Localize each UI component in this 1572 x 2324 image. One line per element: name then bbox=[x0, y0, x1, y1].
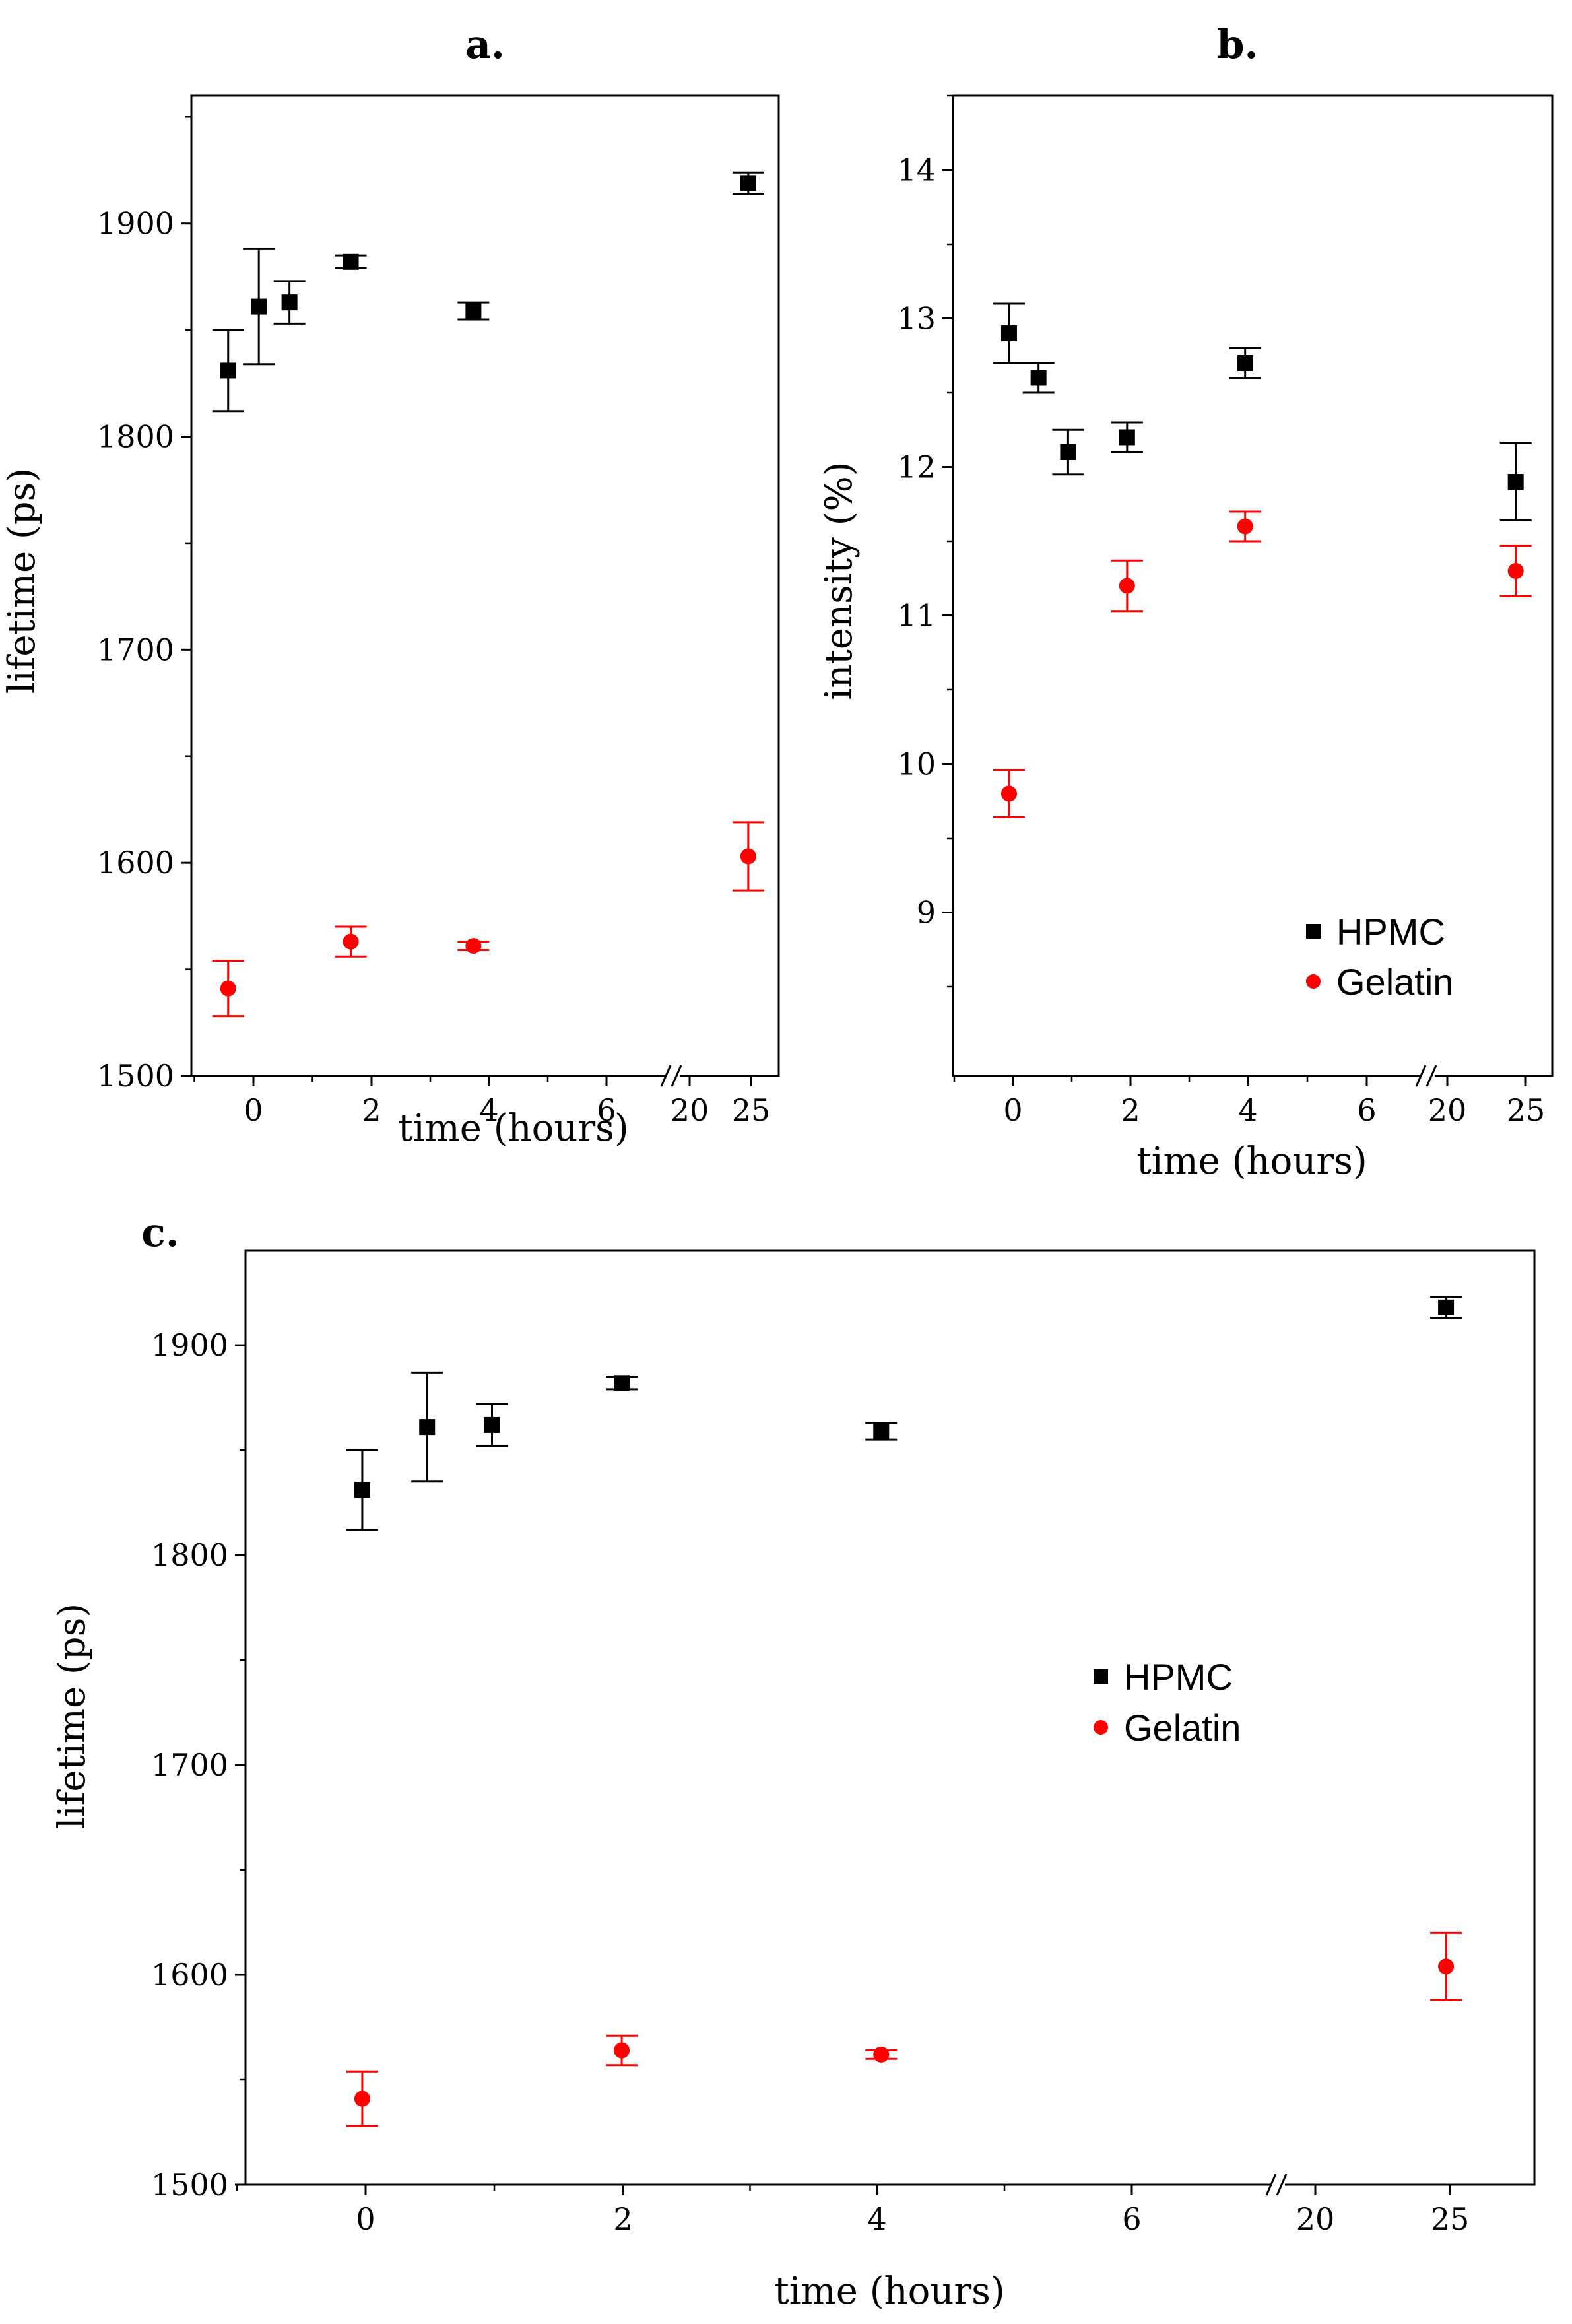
y-tick-label: 1800 bbox=[151, 1537, 228, 1573]
x-tick-label: 6 bbox=[1357, 1092, 1376, 1128]
data-point-gelatin bbox=[343, 933, 359, 950]
data-point-hpmc bbox=[1000, 325, 1017, 341]
legend-label-gelatin: Gelatin bbox=[1336, 961, 1453, 1003]
x-tick-label: 2 bbox=[1121, 1092, 1140, 1128]
y-tick-label: 1900 bbox=[97, 206, 174, 242]
data-point-hpmc bbox=[484, 1416, 500, 1433]
y-tick-label: 1800 bbox=[97, 419, 174, 455]
axis-break-slash bbox=[660, 1065, 672, 1087]
panel-c: c. 1500 1600 1700 1800 1900 0 2 4 6 20 25 time (hour… bbox=[51, 1210, 1536, 2313]
legend-label-hpmc: HPMC bbox=[1336, 911, 1445, 952]
x-tick-label: 2 bbox=[613, 2201, 632, 2237]
y-tick-label: 1500 bbox=[97, 1058, 174, 1094]
data-point-hpmc bbox=[251, 298, 267, 315]
x-tick-label: 4 bbox=[867, 2201, 886, 2237]
y-tick-label: 1700 bbox=[97, 632, 174, 667]
data-point-gelatin bbox=[1237, 518, 1253, 535]
y-axis-label: lifetime (ps) bbox=[1, 468, 44, 694]
data-point-gelatin bbox=[1507, 563, 1524, 579]
y-tick-label: 11 bbox=[897, 598, 936, 634]
legend-marker-gelatin bbox=[1306, 974, 1321, 989]
data-point-hpmc bbox=[1438, 1299, 1455, 1315]
data-point-gelatin bbox=[465, 938, 482, 954]
y-tick-label: 10 bbox=[897, 747, 936, 782]
data-point-hpmc bbox=[281, 294, 298, 311]
x-axis-label: time (hours) bbox=[398, 1107, 629, 1150]
x-tick-label: 25 bbox=[1507, 1092, 1546, 1128]
axis-break-slash bbox=[1425, 1065, 1437, 1087]
data-point-hpmc bbox=[873, 1423, 890, 1440]
x-axis-label: time (hours) bbox=[1136, 1140, 1367, 1183]
y-tick-label: 9 bbox=[917, 895, 936, 931]
data-point-hpmc bbox=[1237, 355, 1253, 371]
x-tick-label: 6 bbox=[1122, 2201, 1141, 2237]
panel-title: b. bbox=[1217, 22, 1259, 68]
data-point-gelatin bbox=[1000, 785, 1017, 802]
data-point-hpmc bbox=[343, 253, 359, 270]
x-tick-label: 6 bbox=[597, 1092, 616, 1128]
x-tick-label: 4 bbox=[479, 1092, 498, 1128]
plot-frame bbox=[952, 94, 1554, 1077]
data-point-hpmc bbox=[220, 362, 236, 379]
data-point-gelatin bbox=[740, 848, 756, 865]
x-tick-label: 20 bbox=[671, 1092, 709, 1128]
y-tick-label: 12 bbox=[897, 449, 936, 485]
plot-frame bbox=[244, 1249, 1536, 2186]
panel-a: a. 1500 1600 1700 1800 1900 0 2 4 6 20 25 time (hour… bbox=[1, 22, 780, 1150]
data-point-gelatin bbox=[1119, 578, 1135, 594]
data-point-hpmc bbox=[1119, 429, 1135, 446]
legend-marker-hpmc bbox=[1094, 1669, 1108, 1684]
x-tick-label: 20 bbox=[1428, 1092, 1467, 1128]
axis-break-slash bbox=[671, 1065, 682, 1087]
axis-break-slash bbox=[1415, 1065, 1427, 1087]
data-point-hpmc bbox=[419, 1419, 436, 1436]
data-point-gelatin bbox=[220, 980, 236, 997]
panel-title: c. bbox=[141, 1210, 179, 1256]
data-point-hpmc bbox=[1507, 474, 1524, 490]
y-tick-label: 1900 bbox=[151, 1327, 228, 1363]
y-tick-label: 1600 bbox=[97, 845, 174, 880]
legend-label-hpmc: HPMC bbox=[1124, 1656, 1233, 1698]
x-tick-label: 0 bbox=[356, 2201, 375, 2237]
x-tick-label: 0 bbox=[1003, 1092, 1022, 1128]
x-tick-label: 2 bbox=[362, 1092, 381, 1128]
x-tick-label: 20 bbox=[1296, 2201, 1335, 2237]
x-tick-label: 25 bbox=[732, 1092, 771, 1128]
y-tick-label: 1500 bbox=[151, 2167, 228, 2203]
y-tick-label: 14 bbox=[897, 152, 936, 188]
y-axis-label: intensity (%) bbox=[818, 461, 861, 700]
x-tick-label: 4 bbox=[1238, 1092, 1257, 1128]
y-tick-label: 13 bbox=[897, 301, 936, 337]
x-tick-label: 25 bbox=[1431, 2201, 1470, 2237]
x-axis-label: time (hours) bbox=[774, 2270, 1005, 2313]
axis-break-slash bbox=[1265, 2174, 1277, 2196]
legend-marker-hpmc bbox=[1306, 924, 1321, 939]
data-point-hpmc bbox=[1030, 370, 1047, 386]
data-point-gelatin bbox=[1438, 1958, 1455, 1975]
plot-frame bbox=[190, 94, 780, 1077]
data-point-hpmc bbox=[354, 1482, 370, 1498]
y-axis-label: lifetime (ps) bbox=[51, 1603, 94, 1829]
axis-break-slash bbox=[1276, 2174, 1288, 2196]
data-point-hpmc bbox=[465, 303, 482, 319]
legend: HPMC Gelatin bbox=[1306, 911, 1453, 1003]
data-point-hpmc bbox=[614, 1375, 630, 1391]
data-point-hpmc bbox=[740, 175, 756, 191]
legend-label-gelatin: Gelatin bbox=[1124, 1707, 1241, 1748]
legend-marker-gelatin bbox=[1094, 1720, 1108, 1735]
panel-title: a. bbox=[465, 22, 505, 68]
y-tick-label: 1700 bbox=[151, 1747, 228, 1783]
y-tick-label: 1600 bbox=[151, 1957, 228, 1993]
x-tick-label: 0 bbox=[244, 1092, 263, 1128]
legend: HPMC Gelatin bbox=[1094, 1656, 1241, 1748]
data-point-hpmc bbox=[1060, 444, 1076, 460]
data-point-gelatin bbox=[354, 2090, 370, 2107]
panel-b: b. 9 10 11 12 13 14 0 2 4 6 20 25 time (hours) intensi… bbox=[818, 22, 1554, 1183]
data-point-gelatin bbox=[873, 2046, 890, 2063]
data-point-gelatin bbox=[614, 2042, 630, 2059]
